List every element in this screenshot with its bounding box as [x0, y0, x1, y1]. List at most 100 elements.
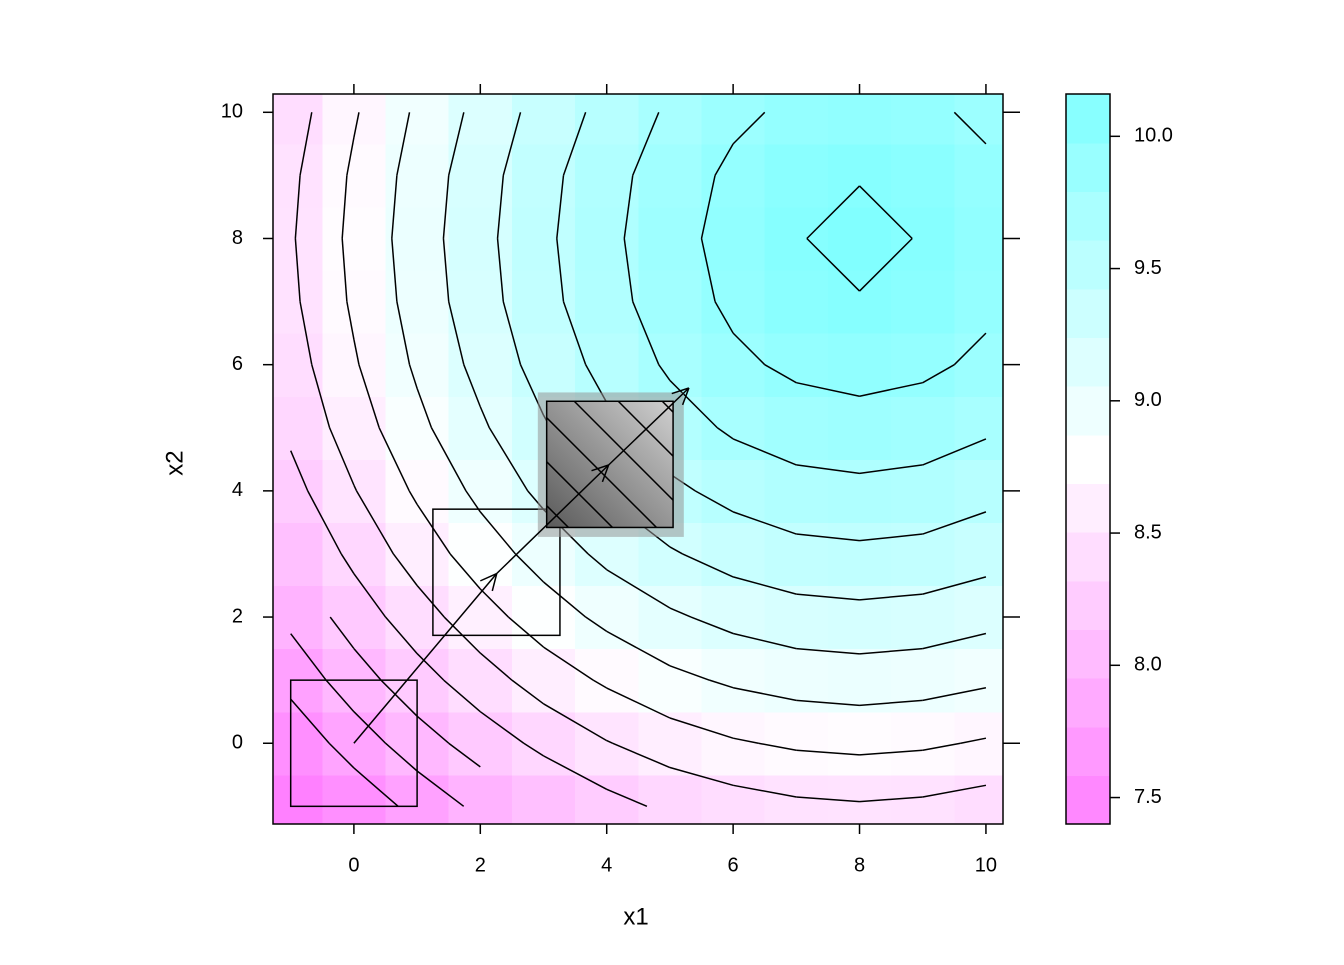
heat-cell	[638, 648, 703, 713]
contour-line	[796, 749, 860, 756]
heat-cell	[322, 774, 387, 824]
contour-line	[325, 679, 355, 713]
heat-cell	[511, 333, 576, 397]
contour-line	[353, 339, 360, 365]
heat-cell	[575, 774, 639, 824]
contour-line	[796, 796, 860, 803]
heat-cell	[764, 94, 829, 145]
heat-cell	[511, 711, 576, 776]
contour-line	[543, 581, 587, 618]
y-tick-label: 8	[232, 227, 243, 249]
heat-cell	[954, 206, 1003, 271]
colorkey-band	[1066, 678, 1110, 728]
contour-line	[859, 749, 923, 756]
contour-line	[922, 686, 987, 702]
colorkey-band	[1066, 94, 1110, 144]
contour-line	[479, 511, 516, 555]
heat-cell	[827, 333, 892, 397]
contour-line	[859, 593, 923, 601]
heat-cell	[385, 522, 450, 587]
contour-line	[858, 185, 913, 240]
heat-cell	[638, 774, 703, 824]
heat-cell	[448, 522, 513, 587]
y-tick-label: 10	[221, 101, 243, 123]
contour-line	[408, 490, 418, 505]
heat-cell	[575, 143, 639, 208]
heat-cell	[701, 711, 766, 776]
heat-cell	[891, 143, 955, 208]
heat-cell	[827, 94, 892, 145]
contour-line	[448, 742, 481, 768]
contour-line	[922, 632, 987, 650]
contour-line	[796, 381, 860, 397]
heat-cell	[638, 333, 703, 397]
contour-line	[353, 648, 382, 681]
heat-cell	[891, 396, 955, 460]
heat-cell	[273, 459, 323, 524]
contour-line	[632, 301, 660, 365]
contour-line	[355, 490, 395, 555]
heat-cell	[511, 648, 576, 713]
heat-cell	[764, 711, 829, 776]
contour-line	[556, 175, 565, 239]
contour-line	[449, 553, 481, 590]
contour-line	[416, 503, 451, 555]
contour-line	[796, 647, 860, 655]
heat-cell	[273, 522, 323, 587]
heat-cell	[511, 206, 576, 271]
heat-cell	[891, 94, 955, 145]
heat-cell	[701, 522, 766, 587]
contour-line	[585, 616, 608, 633]
contour-line	[396, 301, 411, 365]
heat-cell	[638, 270, 703, 334]
colorkey-band	[1066, 726, 1110, 776]
heat-cell	[322, 206, 387, 271]
contour-line	[442, 238, 450, 302]
heat-cell	[891, 206, 955, 271]
contour-line	[514, 553, 545, 583]
colorkey-tick-label: 8.5	[1134, 521, 1162, 543]
contour-line	[690, 616, 734, 635]
contour-line	[606, 569, 671, 609]
heat-cell	[322, 711, 387, 776]
contour-line	[858, 237, 913, 292]
colorkey-band	[1066, 629, 1110, 679]
contour-line	[806, 237, 861, 292]
box	[432, 508, 561, 637]
heat-cell	[385, 333, 450, 397]
contour-line	[353, 112, 360, 138]
heat-cell	[954, 774, 1003, 824]
heat-cell	[764, 774, 829, 824]
heat-cell	[764, 143, 829, 208]
heat-cell	[575, 333, 639, 397]
contour-line	[353, 767, 399, 807]
heat-cell	[575, 585, 639, 650]
colorkey-tick-label: 7.5	[1134, 786, 1162, 808]
heat-cell	[764, 459, 829, 524]
colorkey-band	[1066, 386, 1110, 436]
heat-cell	[448, 711, 513, 776]
colorkey-band	[1066, 337, 1110, 387]
heat-cell	[322, 585, 387, 650]
contour-line	[764, 364, 797, 384]
contour-line	[953, 332, 987, 366]
heat-cell	[891, 270, 955, 334]
heat-cell	[385, 270, 450, 334]
arrow-head	[491, 573, 498, 592]
contour-line	[479, 406, 491, 429]
contour-line	[732, 784, 797, 798]
contour-line	[353, 711, 387, 744]
heat-cell	[954, 522, 1003, 587]
heat-cell	[764, 206, 829, 271]
contour-line	[859, 796, 923, 803]
contour-line	[346, 137, 355, 176]
contour-line	[796, 593, 860, 601]
contour-line	[447, 112, 465, 176]
contour-line	[623, 238, 634, 302]
contour-line	[311, 364, 331, 428]
contour-line	[511, 679, 544, 705]
hatching	[546, 401, 674, 528]
contour-line	[328, 427, 355, 486]
contour-line	[562, 301, 587, 365]
